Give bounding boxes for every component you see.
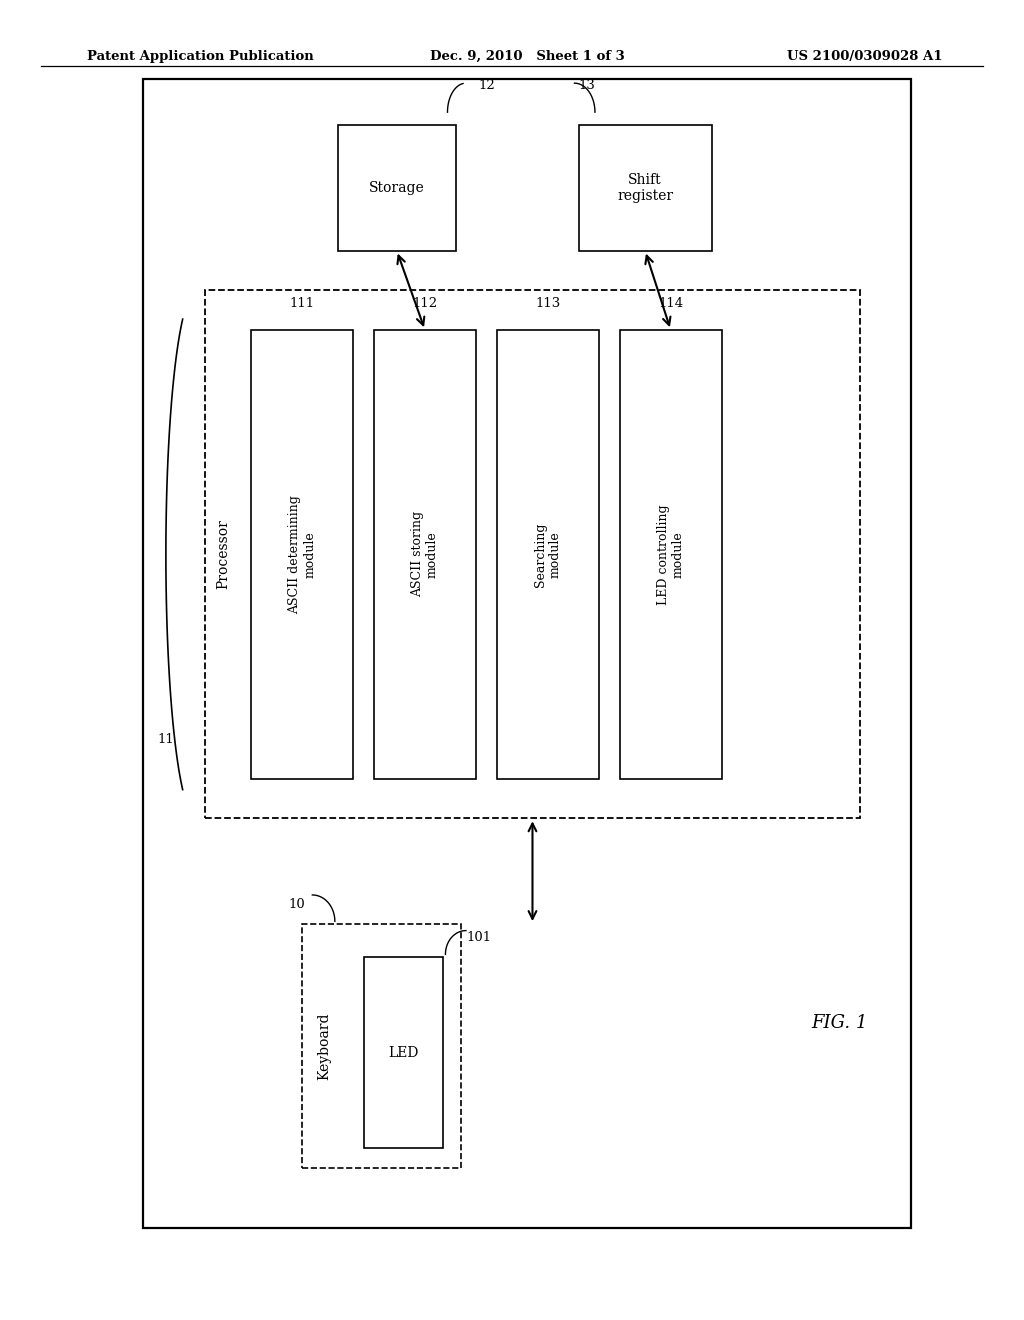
Text: US 2100/0309028 A1: US 2100/0309028 A1 — [786, 50, 942, 63]
Text: 12: 12 — [478, 79, 495, 92]
Text: Searching
module: Searching module — [534, 523, 562, 586]
Bar — [620, 330, 722, 779]
Text: 111: 111 — [290, 297, 314, 310]
Bar — [302, 924, 461, 1168]
Text: Patent Application Publication: Patent Application Publication — [87, 50, 313, 63]
Text: LED: LED — [388, 1045, 419, 1060]
Bar — [251, 330, 353, 779]
Text: Shift
register: Shift register — [617, 173, 673, 203]
Text: ASCII determining
module: ASCII determining module — [288, 495, 316, 614]
Bar — [497, 330, 599, 779]
Text: 10: 10 — [289, 898, 305, 911]
Bar — [205, 290, 860, 818]
Bar — [374, 330, 476, 779]
Text: 114: 114 — [658, 297, 683, 310]
Text: Storage: Storage — [369, 181, 425, 195]
Text: Dec. 9, 2010   Sheet 1 of 3: Dec. 9, 2010 Sheet 1 of 3 — [430, 50, 625, 63]
Text: 101: 101 — [467, 931, 492, 944]
Text: 11: 11 — [158, 733, 174, 746]
Text: Keyboard: Keyboard — [317, 1012, 332, 1080]
Text: FIG. 1: FIG. 1 — [811, 1014, 868, 1032]
Text: 112: 112 — [413, 297, 437, 310]
Text: LED controlling
module: LED controlling module — [656, 504, 685, 605]
Bar — [143, 79, 911, 1228]
Bar — [364, 957, 443, 1148]
Text: ASCII storing
module: ASCII storing module — [411, 511, 439, 598]
Text: 113: 113 — [536, 297, 560, 310]
Text: Processor: Processor — [216, 520, 230, 589]
Text: 13: 13 — [579, 79, 595, 92]
Bar — [579, 125, 712, 251]
Bar — [338, 125, 456, 251]
